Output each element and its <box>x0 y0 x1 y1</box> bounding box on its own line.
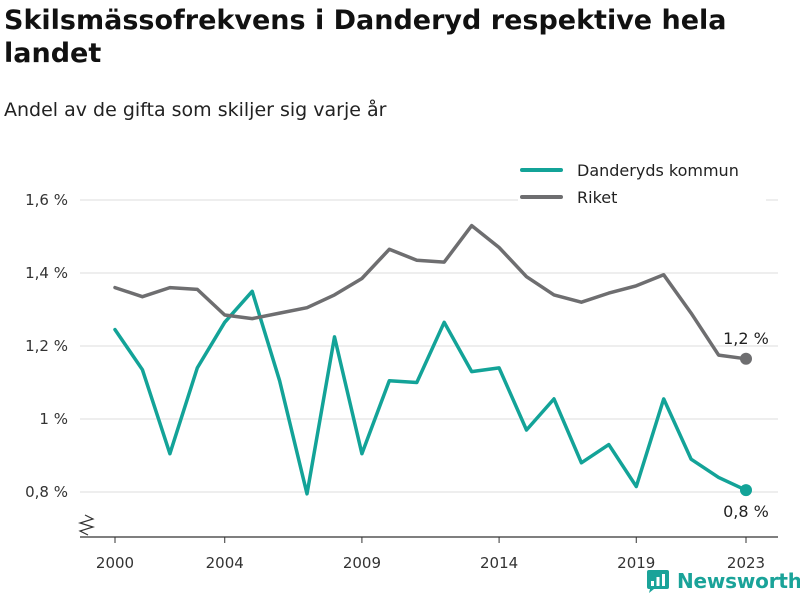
legend-label: Danderyds kommun <box>577 161 739 180</box>
series-danderyd: 0,8 % <box>113 289 769 521</box>
x-tick-label: 2009 <box>343 554 381 572</box>
end-value-label: 0,8 % <box>723 502 769 521</box>
brand-logo: Newsworthy <box>645 568 800 594</box>
chart-subtitle: Andel av de gifta som skiljer sig varje … <box>4 99 387 121</box>
end-point <box>740 484 752 497</box>
y-tick-label: 1,2 % <box>25 337 68 355</box>
legend: Danderyds kommun Riket <box>518 152 766 208</box>
chart-title: Skilsmässofrekvens i Danderyd respektive… <box>4 5 727 69</box>
y-tick-label: 1 % <box>39 410 68 428</box>
axis-break-icon <box>77 514 96 536</box>
x-tick-label: 2014 <box>480 554 518 572</box>
y-tick-label: 1,4 % <box>25 264 68 282</box>
grid-lines <box>80 199 778 493</box>
end-value-label: 1,2 % <box>723 329 769 348</box>
legend-label: Riket <box>577 188 617 207</box>
y-tick-label: 0,8 % <box>25 483 68 501</box>
x-tick-label: 2019 <box>617 554 655 572</box>
series-line <box>113 289 748 496</box>
y-axis: 0,8 % 1 % 1,2 % 1,4 % 1,6 % <box>25 191 96 536</box>
series-line <box>113 223 748 361</box>
x-tick-label: 2023 <box>727 554 765 572</box>
series-riket: 1,2 % <box>113 223 769 365</box>
x-tick-label: 2000 <box>96 554 134 572</box>
series-lines: 0,8 % 1,2 % <box>113 223 769 521</box>
x-axis: 2000 2004 2009 2014 2019 2023 <box>80 536 778 572</box>
end-point <box>740 352 752 365</box>
x-tick-label: 2004 <box>206 554 244 572</box>
newsworthy-logo-icon <box>647 570 669 593</box>
brand-name: Newsworthy <box>677 569 800 593</box>
y-tick-label: 1,6 % <box>25 191 68 209</box>
